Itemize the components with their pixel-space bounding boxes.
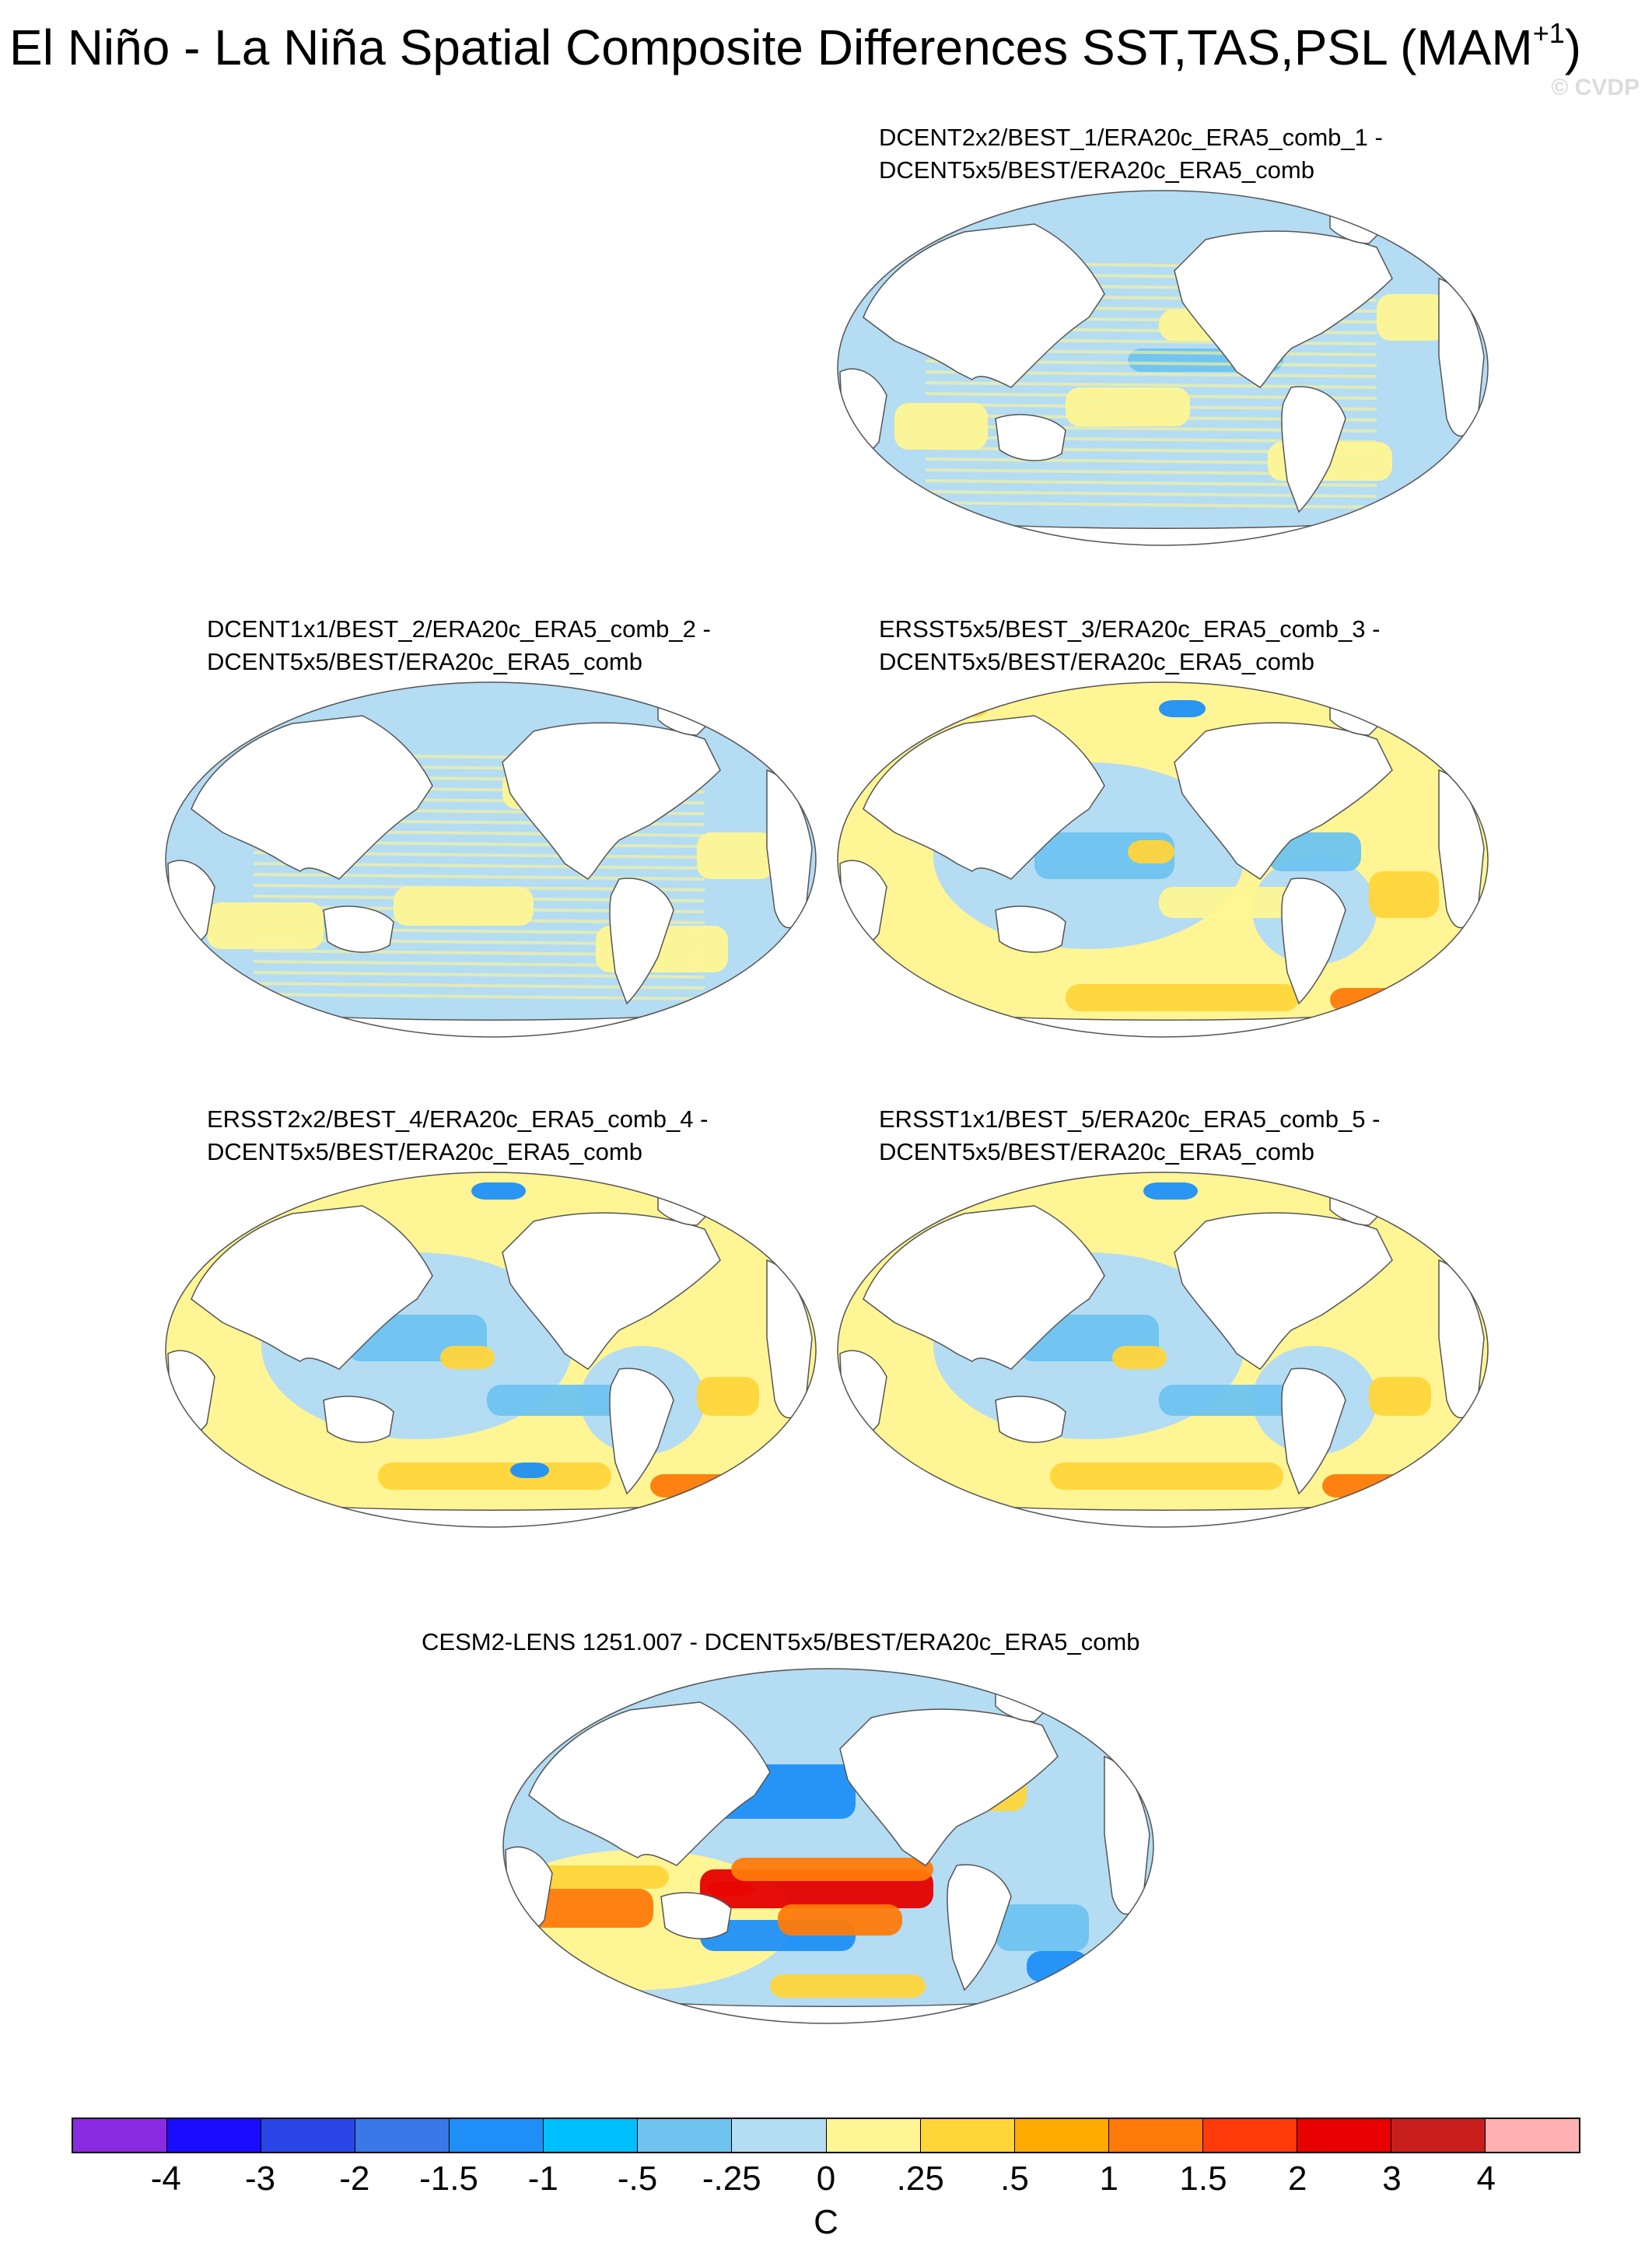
colorbar-swatch (826, 2119, 921, 2152)
panel-3-label: ERSST5x5/BEST_3/ERA20c_ERA5_comb_3 - DCEN… (879, 615, 1381, 675)
colorbar-tick-label: .25 (896, 2160, 944, 2198)
map-panel-1 (837, 190, 1489, 546)
colorbar-swatch (920, 2119, 1015, 2152)
colorbar-swatch (638, 2119, 733, 2152)
colorbar-tick-label: -.5 (617, 2160, 658, 2198)
colorbar-swatch (1108, 2119, 1203, 2152)
colorbar-swatch (1202, 2119, 1297, 2152)
colorbar-tick-label: 2 (1288, 2160, 1307, 2198)
colorbar-tick-label: 3 (1382, 2160, 1402, 2198)
colorbar-tick-label: -.25 (702, 2160, 761, 2198)
figure-title: El Niño - La Niña Spatial Composite Diff… (9, 17, 1582, 75)
colorbar-tick-label: 1 (1099, 2160, 1118, 2198)
colorbar-tick-label: 0 (816, 2160, 836, 2198)
colorbar-swatch (73, 2119, 168, 2152)
map-panel-2 (165, 681, 817, 1038)
colorbar-tick-label: 1.5 (1179, 2160, 1227, 2198)
colorbar-units: C (814, 2203, 838, 2241)
map-panel-4 (165, 1172, 817, 1528)
watermark: © CVDP (1551, 75, 1640, 100)
colorbar-swatch (167, 2119, 262, 2152)
colorbar (72, 2118, 1580, 2153)
colorbar-tick-label: -1 (527, 2160, 558, 2198)
map-panel-3 (837, 681, 1489, 1038)
panel-1-label: DCENT2x2/BEST_1/ERA20c_ERA5_comb_1 - DCEN… (879, 124, 1383, 184)
colorbar-swatch (1391, 2119, 1486, 2152)
colorbar-swatch (261, 2119, 356, 2152)
colorbar-tick-label: -3 (244, 2160, 276, 2198)
colorbar-swatch (450, 2119, 544, 2152)
panel-4-label: ERSST2x2/BEST_4/ERA20c_ERA5_comb_4 - DCEN… (207, 1105, 709, 1165)
colorbar-swatch (1485, 2119, 1579, 2152)
colorbar-tick-label: -4 (150, 2160, 181, 2198)
panel-2-label: DCENT1x1/BEST_2/ERA20c_ERA5_comb_2 - DCEN… (207, 615, 711, 675)
colorbar-swatch (544, 2119, 639, 2152)
colorbar-swatch (355, 2119, 450, 2152)
panel-6-label: CESM2-LENS 1251.007 - DCENT5x5/BEST/ERA2… (422, 1628, 1140, 1655)
colorbar-tick-label: .5 (1000, 2160, 1029, 2198)
colorbar-swatch (1297, 2119, 1391, 2152)
map-panel-6 (502, 1668, 1154, 2024)
map-panel-5 (837, 1172, 1489, 1528)
colorbar-tick-label: -2 (339, 2160, 370, 2198)
colorbar-tick-label: -1.5 (419, 2160, 478, 2198)
colorbar-swatch (732, 2119, 827, 2152)
panel-5-label: ERSST1x1/BEST_5/ERA20c_ERA5_comb_5 - DCEN… (879, 1105, 1381, 1165)
colorbar-swatch (1014, 2119, 1109, 2152)
colorbar-tick-label: 4 (1476, 2160, 1496, 2198)
